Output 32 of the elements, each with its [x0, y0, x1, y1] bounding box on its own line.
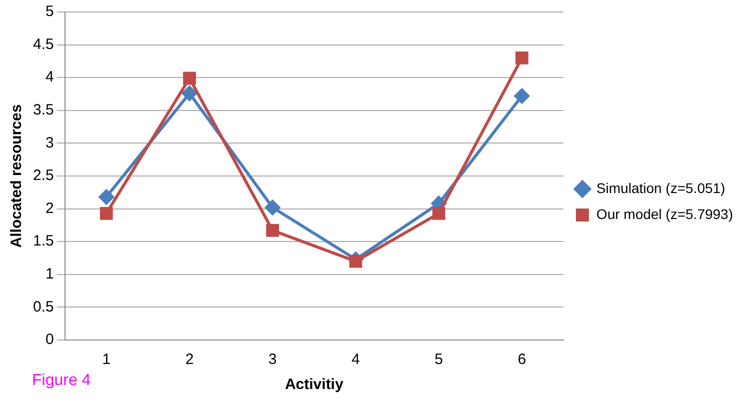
y-tick-label: 1 — [46, 266, 54, 283]
x-tick-label: 2 — [185, 351, 194, 368]
legend-label: Our model (z=5.7993) — [596, 206, 734, 222]
y-axis-title: Allocated resources — [8, 104, 26, 248]
y-tick-label: 3 — [46, 134, 54, 152]
point — [266, 224, 280, 237]
point — [515, 51, 528, 64]
point — [514, 88, 530, 104]
y-tick-label: 5 — [46, 3, 54, 20]
point — [349, 254, 362, 268]
y-tick-label: 2 — [46, 200, 54, 217]
point — [98, 189, 114, 204]
point — [265, 200, 280, 215]
y-tick-label: 1.5 — [32, 232, 54, 250]
point — [432, 206, 446, 220]
x-tick-label: 5 — [434, 351, 443, 368]
y-tick-label: 4 — [46, 68, 54, 86]
y-tick-label: 3.5 — [32, 102, 54, 119]
x-tick-label: 4 — [352, 351, 360, 368]
x-axis-title: Activitiy — [284, 376, 344, 394]
x-tick-label: 6 — [518, 351, 526, 368]
y-tick-label: 0 — [46, 331, 54, 348]
point — [182, 86, 197, 101]
x-tick-label: 1 — [102, 351, 111, 368]
point — [183, 72, 196, 85]
x-tick-label: 3 — [268, 351, 277, 368]
y-tick-label: 4.5 — [32, 36, 54, 53]
y-tick-label: 2.5 — [32, 167, 54, 184]
point — [100, 206, 113, 220]
caption: Figure 4 — [32, 372, 91, 390]
legend-label: Simulation (z=5.051) — [596, 180, 726, 196]
y-tick-label: 0.5 — [32, 298, 54, 316]
